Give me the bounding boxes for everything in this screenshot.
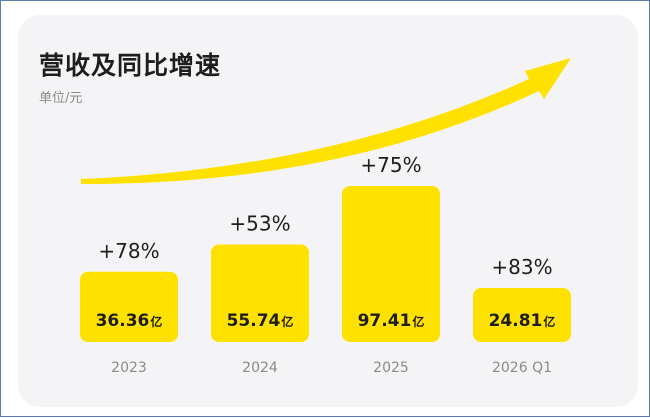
bar-value-label: 97.41亿 (358, 311, 425, 331)
growth-label: +83% (491, 255, 552, 279)
bar-2023 (80, 271, 178, 342)
x-tick-label: 2026 Q1 (492, 360, 552, 376)
bar-2025 (342, 186, 440, 342)
chart-title: 营收及同比增速 (39, 51, 222, 80)
unit-label: 单位/元 (39, 91, 83, 106)
bar-value-label: 55.74亿 (227, 311, 294, 331)
x-tick-label: 2024 (242, 360, 278, 376)
x-tick-label: 2023 (111, 360, 147, 376)
bar-value-label: 36.36亿 (96, 311, 163, 331)
growth-label: +75% (360, 153, 421, 177)
bar-2026-Q1 (473, 288, 571, 342)
bar-value-label: 24.81亿 (489, 311, 556, 331)
bar-2024 (211, 244, 309, 342)
x-tick-label: 2025 (373, 360, 409, 376)
growth-label: +53% (229, 212, 290, 236)
growth-label: +78% (98, 239, 159, 263)
trend-arrow-icon (81, 58, 571, 185)
